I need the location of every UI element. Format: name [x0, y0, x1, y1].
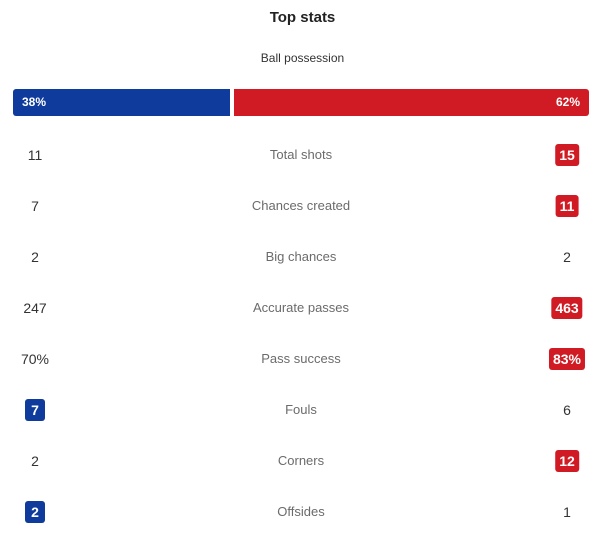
stat-away-value: 463: [551, 295, 583, 321]
stat-row-big-chances: 2 Big chances 2: [0, 244, 605, 270]
stat-home-value: 2: [31, 244, 39, 270]
stat-home-text: 2: [31, 453, 39, 469]
stat-row-corners: 2 Corners 12: [0, 448, 605, 474]
stat-away-text: 1: [563, 504, 571, 520]
stat-row-accurate-passes: 247 Accurate passes 463: [0, 295, 605, 321]
stat-label: Big chances: [265, 249, 337, 264]
stat-away-value: 11: [555, 193, 579, 219]
stat-home-value: 2: [25, 499, 45, 525]
stat-label: Offsides: [277, 504, 325, 519]
stat-row-chances-created: 7 Chances created 11: [0, 193, 605, 219]
stat-home-text: 11: [27, 147, 43, 163]
stat-home-text: 70%: [20, 351, 50, 367]
stat-home-value: 247: [23, 295, 46, 321]
stat-home-badge: 7: [25, 399, 45, 421]
section-title: Top stats: [269, 9, 336, 26]
stat-home-text: 2: [31, 249, 39, 265]
stat-home-value: 11: [28, 142, 43, 168]
possession-label: Ball possession: [260, 51, 345, 65]
stat-away-value: 2: [563, 244, 571, 270]
stat-home-value: 7: [31, 193, 39, 219]
possession-bar-home: 38%: [13, 89, 230, 116]
possession-away-value: 62%: [555, 95, 580, 109]
stat-label: Pass success: [261, 351, 341, 366]
stat-row-fouls: 7 Fouls 6: [0, 397, 605, 423]
stat-label: Accurate passes: [252, 300, 350, 315]
stat-home-value: 2: [31, 448, 39, 474]
possession-bar-away: 62%: [234, 89, 589, 116]
possession-home-value: 38%: [22, 95, 47, 109]
stat-away-value: 83%: [548, 346, 586, 372]
stat-away-badge: 83%: [548, 348, 586, 370]
stat-row-offsides: 2 Offsides 1: [0, 499, 605, 525]
stat-label: Corners: [277, 453, 325, 468]
stat-away-value: 15: [555, 142, 579, 168]
stat-away-badge: 12: [555, 450, 579, 472]
stat-away-text: 6: [563, 402, 571, 418]
stat-label: Fouls: [285, 402, 317, 417]
stat-home-value: 70%: [21, 346, 49, 372]
stat-away-badge: 15: [555, 144, 579, 166]
stat-away-badge: 463: [551, 297, 583, 319]
stat-row-pass-success: 70% Pass success 83%: [0, 346, 605, 372]
stat-away-badge: 11: [555, 195, 579, 217]
stat-away-text: 2: [563, 249, 571, 265]
stat-away-value: 6: [563, 397, 571, 423]
stat-home-badge: 2: [25, 501, 45, 523]
stat-home-text: 7: [31, 198, 39, 214]
stat-row-total-shots: 11 Total shots 15: [0, 142, 605, 168]
stat-label: Chances created: [251, 198, 351, 213]
stat-home-value: 7: [25, 397, 45, 423]
stat-away-value: 12: [555, 448, 579, 474]
stat-away-value: 1: [563, 499, 571, 525]
stat-home-text: 247: [23, 300, 47, 316]
stat-label: Total shots: [269, 147, 333, 162]
